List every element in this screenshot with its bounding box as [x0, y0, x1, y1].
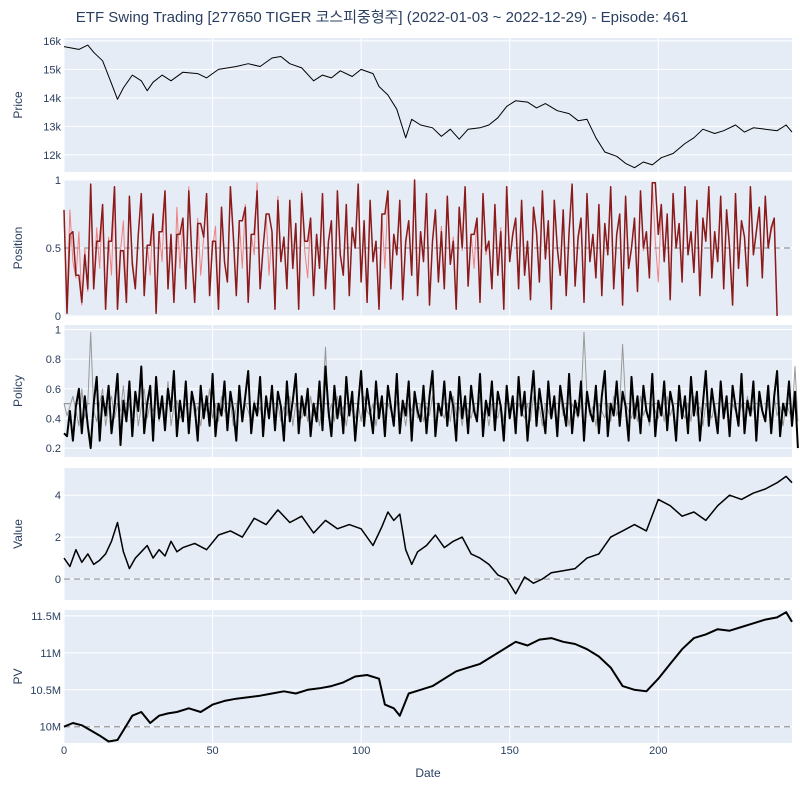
policy-panel-y-tick-label: 0.2: [46, 443, 61, 455]
position-panel-y-tick-label: 0.5: [46, 243, 61, 255]
price-panel-background: [64, 38, 792, 172]
price-panel-y-axis-label: Price: [11, 91, 25, 119]
price-panel-y-tick-label: 16k: [43, 36, 61, 48]
pv-panel-background: [64, 610, 792, 743]
value-panel: 0 2 4 Value: [11, 468, 793, 600]
pv-panel-y-tick-label: 11M: [40, 648, 61, 660]
pv-panel-y-tick-label: 10.5M: [30, 685, 61, 697]
price-panel-y-tick-label: 15k: [43, 64, 61, 76]
policy-panel-y-axis-label: Policy: [11, 375, 25, 407]
policy-panel: 0.2 0.4 0.6 0.8 1 Policy: [11, 324, 799, 457]
value-line: [63, 475, 793, 595]
position-panel-y-tick-label: 0: [55, 311, 61, 323]
position-panel-y-axis-label: Position: [11, 227, 25, 270]
x-tick-label: 200: [649, 745, 667, 757]
position-portfolio-line: [63, 179, 778, 317]
price-line: [63, 44, 793, 169]
price-panel-y-tick-label: 13k: [43, 121, 61, 133]
x-tick-label: 100: [352, 745, 370, 757]
value-panel-y-tick-label: 0: [55, 574, 61, 586]
policy-panel-y-tick-label: 1: [55, 324, 61, 336]
x-tick-label: 150: [501, 745, 519, 757]
value-panel-y-axis-label: Value: [11, 519, 25, 549]
x-axis-label: Date: [415, 766, 441, 780]
policy-panel-y-tick-label: 0.8: [46, 354, 61, 366]
value-panel-y-tick-label: 2: [55, 532, 61, 544]
position-panel: 0 0.5 1 Position: [11, 175, 792, 323]
price-panel-y-tick-label: 12k: [43, 150, 61, 162]
price-panel-y-tick-label: 14k: [43, 93, 61, 105]
pv-panel: 10M 10.5M 11M 11.5M PV: [11, 610, 793, 743]
value-panel-y-tick-label: 4: [55, 490, 61, 502]
value-panel-background: [64, 468, 792, 600]
pv-panel-y-axis-label: PV: [11, 668, 25, 684]
policy-panel-y-tick-label: 0.4: [46, 413, 61, 425]
x-tick-label: 0: [61, 745, 67, 757]
policy-panel-y-tick-label: 0.6: [46, 384, 61, 396]
position-panel-y-tick-label: 1: [55, 175, 61, 187]
chart-title: ETF Swing Trading [277650 TIGER 코스피중형주] …: [76, 9, 688, 26]
pv-panel-y-tick-label: 11.5M: [31, 611, 61, 623]
pv-panel-y-tick-label: 10M: [40, 722, 61, 734]
x-tick-label: 50: [206, 745, 218, 757]
pv-line: [63, 611, 793, 743]
price-panel: 12k 13k 14k 15k 16k Price: [11, 36, 793, 172]
policy-primary-line: [63, 365, 799, 450]
x-axis-ticks: 0 50 100 150 200: [61, 745, 668, 757]
